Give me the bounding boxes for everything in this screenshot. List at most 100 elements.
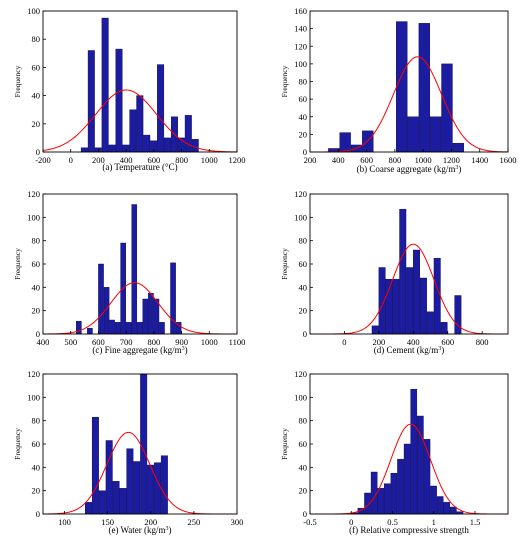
panel-caption: (a) Temperature (°C) [102, 162, 177, 172]
y-tick-label: 60 [299, 439, 308, 449]
histogram-bar [390, 472, 398, 515]
histogram-bar [91, 416, 99, 515]
histogram-bar [426, 311, 434, 335]
y-tick-label: 0 [303, 329, 307, 339]
histogram-bar [396, 21, 408, 153]
normal-fit-curve [42, 89, 238, 153]
y-tick-label: 100 [294, 59, 307, 69]
histogram-bar [407, 116, 419, 153]
histogram-bar [98, 263, 104, 335]
x-tick-label: 1 [432, 517, 436, 527]
histogram-bar [140, 373, 148, 515]
x-tick-label: 1400 [471, 155, 488, 165]
histogram-bar [119, 488, 127, 515]
y-tick-label: 80 [299, 236, 308, 246]
x-tick-label: 1000 [201, 337, 218, 347]
x-tick-label: 600 [441, 337, 454, 347]
x-tick-label: 200 [144, 517, 157, 527]
histogram-bar [80, 147, 88, 153]
y-tick-label: 100 [27, 212, 40, 222]
histogram-bar [430, 485, 437, 515]
histogram-bar [339, 132, 351, 153]
y-axis-label: Frequency [280, 248, 289, 280]
y-tick-label: 120 [294, 369, 307, 379]
histogram-bar [136, 95, 144, 153]
histogram-bar [76, 320, 82, 335]
histogram-bar [371, 325, 379, 335]
y-tick-label: 80 [32, 34, 41, 44]
x-tick-label: 900 [175, 337, 188, 347]
y-tick-label: 80 [32, 236, 41, 246]
x-tick-label: 700 [120, 337, 133, 347]
y-tick-label: 60 [299, 94, 308, 104]
x-tick-label: 1200 [443, 155, 460, 165]
unit-superscript: 3 [166, 526, 169, 532]
panel-e-water: 100 150 200 250 300 0 20 40 60 80 100 120 Frequency (… [13, 369, 243, 535]
y-tick-label: 60 [299, 259, 308, 269]
histogram-bar [114, 322, 121, 335]
x-tick-label: 800 [147, 337, 160, 347]
histogram-bar [143, 134, 151, 153]
x-tick-label: 200 [92, 155, 105, 165]
histogram-bar [115, 48, 123, 153]
x-tick-label: 1600 [500, 155, 517, 165]
y-tick-label: 20 [32, 486, 41, 496]
histogram-bar [406, 267, 414, 335]
histogram-bar [430, 116, 442, 153]
histogram-bar [436, 496, 444, 515]
histogram-bar [377, 488, 385, 515]
y-tick-label: 120 [294, 41, 307, 51]
histogram-bar [164, 137, 171, 153]
histogram-bar [450, 506, 457, 515]
histogram-bar [126, 448, 134, 515]
unit-superscript: 3 [438, 346, 441, 352]
histogram-bar [157, 64, 165, 153]
x-tick-label: 400 [37, 337, 50, 347]
x-tick-label: 600 [147, 155, 160, 165]
x-tick-label: 800 [388, 155, 401, 165]
y-tick-label: 60 [32, 439, 41, 449]
histogram-bar [125, 322, 132, 335]
panel-caption: (f) Relative compressive strength [349, 525, 469, 535]
y-tick-label: 140 [294, 24, 307, 34]
histogram-bar [131, 204, 138, 335]
y-tick-label: 40 [299, 282, 308, 292]
y-tick-label: 80 [32, 416, 41, 426]
histogram-bar [399, 208, 407, 335]
histogram-bar [410, 388, 418, 515]
x-tick-label: 400 [407, 337, 420, 347]
histogram-bar [433, 257, 441, 335]
histogram-bar [101, 17, 109, 153]
normal-fit-curve [43, 282, 237, 335]
x-tick-label: 1.5 [470, 517, 481, 527]
histogram-bar [98, 490, 106, 515]
y-tick-label: 0 [36, 329, 40, 339]
y-tick-label: 20 [32, 119, 41, 129]
y-tick-label: 40 [32, 462, 41, 472]
y-tick-label: 100 [27, 392, 40, 402]
histogram-bar [137, 322, 143, 335]
x-tick-label: 150 [101, 517, 114, 527]
y-tick-label: 100 [294, 212, 307, 222]
x-tick-label: 100 [58, 517, 71, 527]
histogram-bar [148, 292, 154, 335]
y-tick-label: 0 [303, 147, 307, 157]
y-tick-label: 120 [294, 189, 307, 199]
histogram-bar [403, 443, 411, 515]
y-tick-label: 20 [32, 306, 41, 316]
y-axis-label: Frequency [280, 428, 289, 460]
x-tick-label: 1200 [229, 155, 246, 165]
y-tick-label: 120 [27, 369, 40, 379]
y-tick-label: 40 [299, 112, 308, 122]
y-tick-label: 40 [32, 282, 41, 292]
histogram-bar [105, 440, 113, 515]
y-tick-label: 0 [303, 509, 307, 519]
plot-frame [42, 10, 238, 153]
y-tick-label: 20 [299, 306, 308, 316]
y-tick-label: 100 [27, 6, 40, 16]
y-tick-label: 60 [32, 259, 41, 269]
histogram-bar [112, 481, 120, 515]
panel-caption: (b) Coarse aggregate (kg/m3) [357, 164, 462, 174]
x-tick-label: 1000 [415, 155, 432, 165]
